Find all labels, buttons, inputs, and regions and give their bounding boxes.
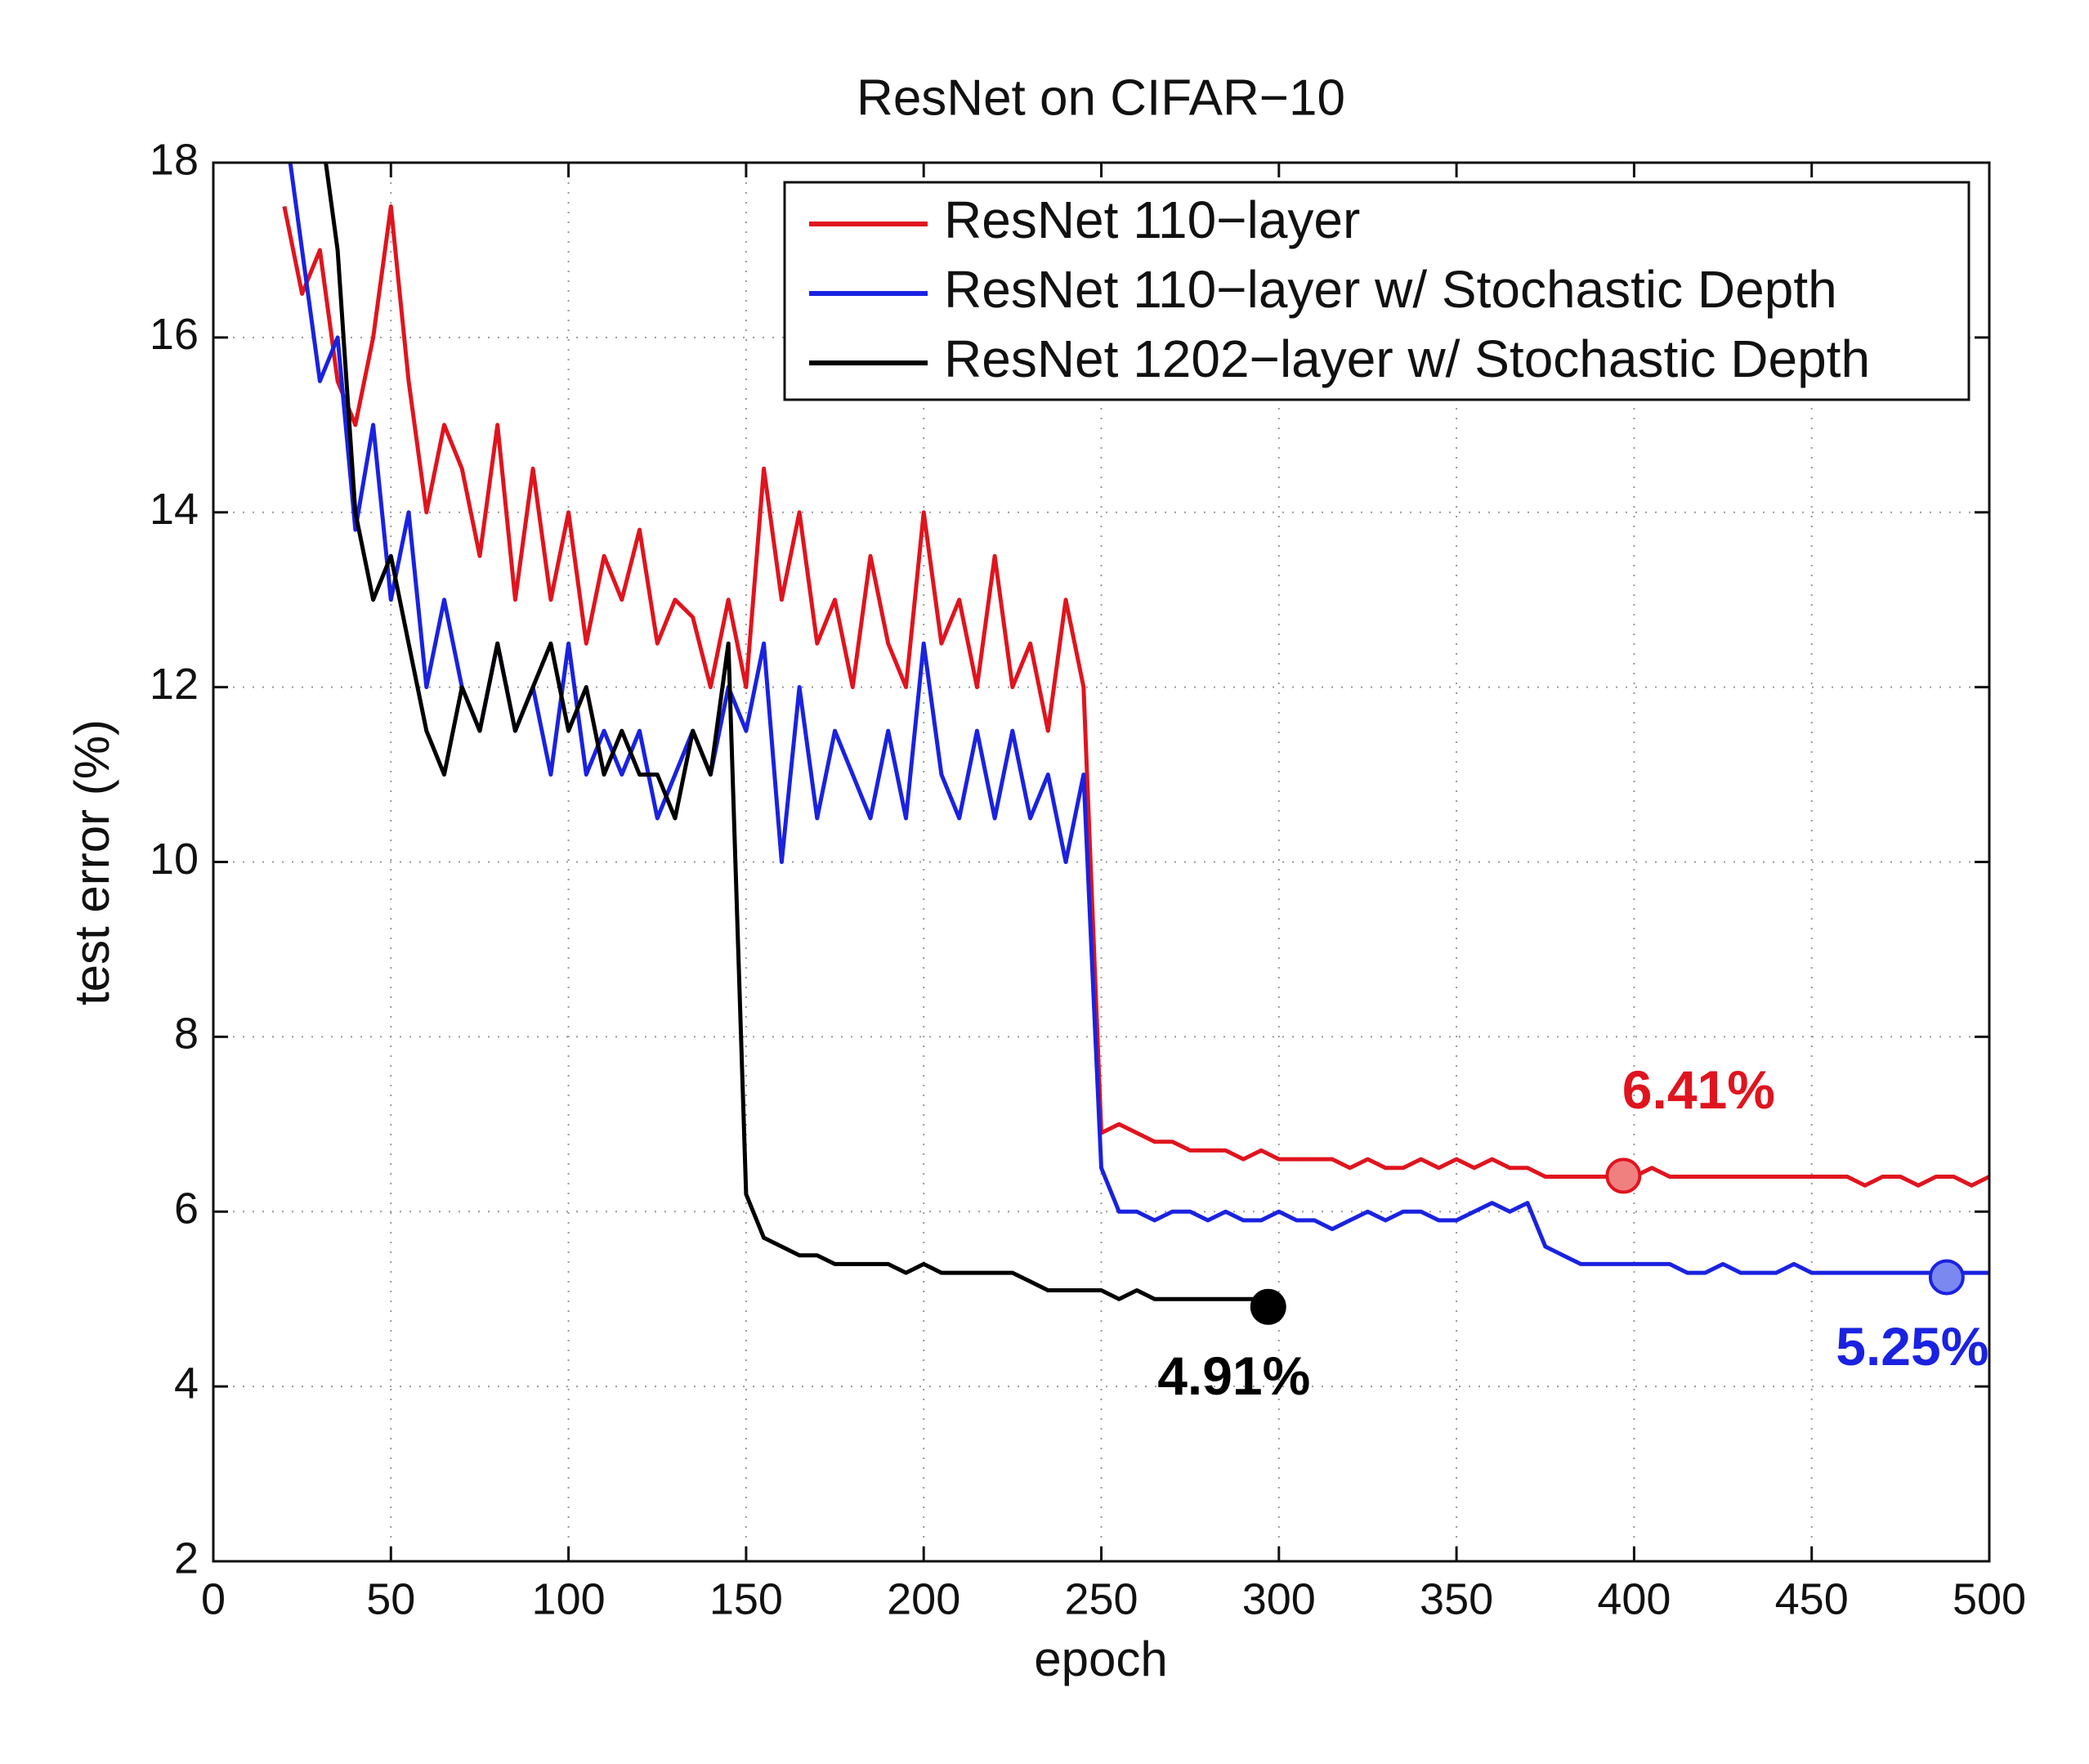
series-line xyxy=(324,163,1280,1310)
x-tick-label: 150 xyxy=(709,1574,783,1623)
x-tick-label: 300 xyxy=(1242,1574,1316,1623)
y-axis-label: test error (%) xyxy=(65,719,119,1005)
legend: ResNet 110−layer ResNet 110−layer w/ Stoc… xyxy=(783,181,1970,401)
x-axis-label: epoch xyxy=(1034,1632,1167,1686)
x-tick-label: 500 xyxy=(1953,1574,2026,1623)
legend-label: ResNet 110−layer xyxy=(944,190,1360,249)
grid: 0 50 100 150 200 250 300 350 400 450 500 2 4 6 8 10 12 14… xyxy=(150,135,2026,1623)
y-tick-label: 10 xyxy=(150,835,199,884)
y-tick-label: 16 xyxy=(150,310,199,359)
x-tick-label: 400 xyxy=(1597,1574,1671,1623)
series-line xyxy=(288,163,1989,1275)
x-tick-label: 250 xyxy=(1064,1574,1138,1623)
y-tick-label: 14 xyxy=(150,485,199,534)
annotation-marker xyxy=(1928,1259,1965,1296)
annotation-marker xyxy=(1250,1288,1286,1325)
y-tick-label: 8 xyxy=(174,1010,199,1059)
annotation-marker xyxy=(1605,1157,1642,1194)
annotations: 6.41% 5.25% 4.91% xyxy=(1157,1059,1988,1406)
annotation-label: 4.91% xyxy=(1157,1345,1310,1406)
x-tick-label: 100 xyxy=(532,1574,606,1623)
y-tick-label: 4 xyxy=(174,1359,199,1408)
chart-title: ResNet on CIFAR−10 xyxy=(857,69,1345,126)
annotation-label: 6.41% xyxy=(1622,1059,1775,1120)
x-tick-label: 50 xyxy=(366,1574,415,1623)
plot-area xyxy=(282,163,1989,1310)
axes-box xyxy=(212,161,1991,1563)
x-tick-label: 450 xyxy=(1775,1574,1849,1623)
y-tick-label: 18 xyxy=(150,135,199,184)
legend-box xyxy=(783,181,1970,401)
annotation-label: 5.25% xyxy=(1836,1316,1988,1377)
y-tick-label: 12 xyxy=(150,660,199,709)
y-tick-label: 6 xyxy=(174,1184,199,1233)
legend-label: ResNet 1202−layer w/ Stochastic Depth xyxy=(944,329,1870,388)
y-tick-label: 2 xyxy=(174,1533,199,1583)
x-tick-label: 0 xyxy=(201,1574,226,1623)
legend-label: ResNet 110−layer w/ Stochastic Depth xyxy=(944,260,1837,319)
x-tick-label: 350 xyxy=(1420,1574,1493,1623)
series-line xyxy=(282,204,1989,1188)
x-tick-label: 200 xyxy=(887,1574,960,1623)
